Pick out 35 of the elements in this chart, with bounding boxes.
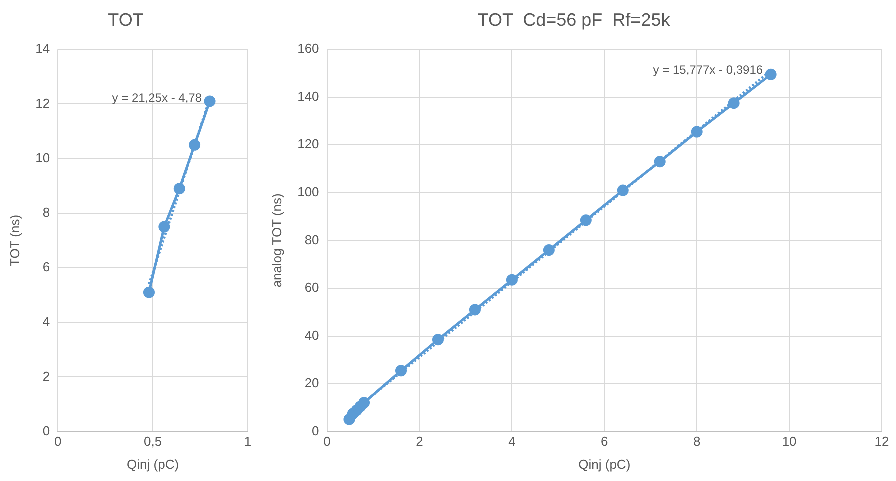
x-tick-label: 8 [693, 434, 701, 450]
y-tick-label: 2 [42, 368, 50, 384]
y-axis-title: TOT (ns) [7, 214, 22, 266]
chart-title: TOT [108, 10, 144, 30]
x-tick-label: 1 [244, 434, 252, 450]
y-tick-label: 8 [42, 204, 50, 220]
x-tick-label: 0 [54, 434, 62, 450]
x-axis-title: Qinj (pC) [127, 456, 180, 472]
y-tick-label: 6 [42, 260, 50, 275]
chart-title: TOT Cd=56 pF Rf=25k [478, 10, 672, 30]
x-tick-label: 12 [874, 434, 890, 450]
x-axis-title: Qinj (pC) [578, 456, 631, 472]
y-tick-label: 0 [42, 423, 50, 438]
y-tick-label: 20 [304, 376, 320, 391]
y-tick-label: 140 [298, 88, 320, 104]
y-tick-label: 14 [36, 41, 50, 56]
y-tick-label: 100 [298, 184, 320, 200]
y-tick-label: 60 [304, 280, 320, 296]
y-axis-title: analog TOT (ns) [269, 194, 284, 288]
y-tick-label: 4 [42, 314, 50, 330]
x-tick-label: 6 [601, 434, 608, 450]
y-tick-label: 10 [36, 150, 50, 166]
annotation: y = 21,25x - 4,78 [112, 91, 202, 106]
y-tick-label: 80 [304, 232, 320, 248]
y-tick-label: 160 [298, 41, 320, 56]
x-tick-label: 0 [324, 434, 331, 450]
annotation: y = 15,777x - 0,3916 [653, 63, 764, 78]
y-tick-label: 0 [312, 423, 320, 438]
x-tick-label: 10 [782, 434, 797, 450]
x-tick-label: 0,5 [144, 434, 162, 450]
y-tick-label: 40 [304, 328, 320, 343]
x-tick-label: 2 [416, 434, 424, 450]
y-tick-label: 12 [36, 96, 50, 111]
y-tick-label: 120 [298, 136, 320, 152]
x-tick-label: 4 [508, 434, 516, 450]
